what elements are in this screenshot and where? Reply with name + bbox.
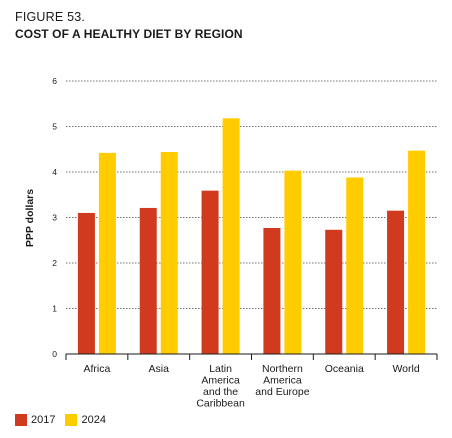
category-label: Oceania bbox=[325, 363, 364, 375]
legend-label-2024: 2024 bbox=[81, 414, 106, 426]
bar-chart: 0 1 2 3 4 5 6 Africa Asia Latin America and the Car… bbox=[24, 76, 438, 410]
category-label: Northern America and Europe bbox=[255, 363, 309, 398]
bar-2017 bbox=[263, 227, 281, 354]
x-axis bbox=[65, 353, 438, 360]
legend-swatch-2017 bbox=[15, 414, 27, 426]
y-tick-label: 1 bbox=[52, 304, 57, 314]
y-tick-label: 4 bbox=[52, 167, 57, 177]
legend: 2017 2024 bbox=[15, 414, 116, 426]
y-tick-label: 0 bbox=[52, 349, 57, 359]
legend-label-2017: 2017 bbox=[31, 414, 56, 426]
bar-2017 bbox=[325, 229, 343, 354]
bar-2017 bbox=[139, 207, 157, 354]
y-tick-label: 3 bbox=[52, 213, 57, 223]
chart-title: COST OF A HEALTHY DIET BY REGION bbox=[15, 27, 243, 41]
bar-2024 bbox=[284, 170, 302, 354]
category-label: World bbox=[392, 363, 419, 375]
bar-2024 bbox=[346, 177, 364, 354]
category-labels: Africa Asia Latin America and the Caribbean No… bbox=[83, 363, 419, 410]
y-tick-label: 6 bbox=[52, 76, 57, 86]
bar-2017 bbox=[201, 190, 219, 354]
bar-2017 bbox=[77, 212, 95, 354]
figure-label: FIGURE 53. bbox=[15, 10, 86, 24]
bar-2024 bbox=[98, 152, 116, 354]
y-tick-label: 2 bbox=[52, 258, 57, 268]
category-label: Latin America and the Caribbean bbox=[196, 363, 245, 410]
y-tick-labels: 0 1 2 3 4 5 6 bbox=[52, 76, 57, 359]
bar-2017 bbox=[387, 210, 405, 354]
bars bbox=[77, 118, 426, 354]
bar-2024 bbox=[408, 150, 426, 354]
bar-2024 bbox=[222, 118, 240, 354]
category-label: Asia bbox=[149, 363, 170, 375]
legend-swatch-2024 bbox=[65, 414, 78, 426]
grid-lines bbox=[66, 80, 437, 309]
y-axis-label: PPP dollars bbox=[24, 189, 36, 247]
legend-item-2017: 2017 bbox=[15, 414, 55, 426]
legend-item-2024: 2024 bbox=[65, 414, 106, 426]
y-tick-label: 5 bbox=[52, 122, 57, 132]
category-label: Africa bbox=[83, 363, 110, 375]
bar-2024 bbox=[160, 151, 178, 354]
